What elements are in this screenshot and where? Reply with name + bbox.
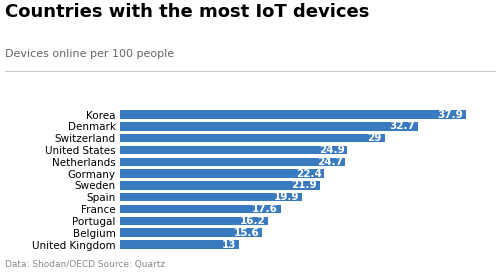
Text: Countries with the most IoT devices: Countries with the most IoT devices	[5, 3, 370, 21]
Bar	[120, 193, 302, 202]
Text: 22.4: 22.4	[296, 169, 322, 179]
Bar	[120, 240, 238, 249]
Text: 24.9: 24.9	[318, 145, 344, 155]
Text: Devices online per 100 people: Devices online per 100 people	[5, 49, 174, 59]
Bar	[120, 110, 466, 119]
Bar	[120, 181, 320, 190]
Text: Data: Shodan/OECD Source: Quartz: Data: Shodan/OECD Source: Quartz	[5, 260, 165, 269]
Text: 21.9: 21.9	[292, 180, 317, 190]
Bar	[120, 217, 268, 225]
Text: 24.7: 24.7	[316, 157, 342, 167]
Text: 19.9: 19.9	[274, 192, 299, 202]
Text: 37.9: 37.9	[438, 110, 463, 119]
Bar	[120, 169, 324, 178]
Text: 32.7: 32.7	[390, 121, 415, 131]
Bar	[120, 122, 418, 131]
Text: 17.6: 17.6	[252, 204, 278, 214]
Text: 13: 13	[222, 240, 236, 249]
Text: 29: 29	[368, 133, 382, 143]
Bar	[120, 146, 347, 154]
Bar	[120, 134, 384, 143]
Bar	[120, 157, 346, 166]
Bar	[120, 205, 280, 213]
Text: 16.2: 16.2	[240, 216, 265, 226]
Bar	[120, 228, 262, 237]
Text: 15.6: 15.6	[234, 228, 260, 238]
